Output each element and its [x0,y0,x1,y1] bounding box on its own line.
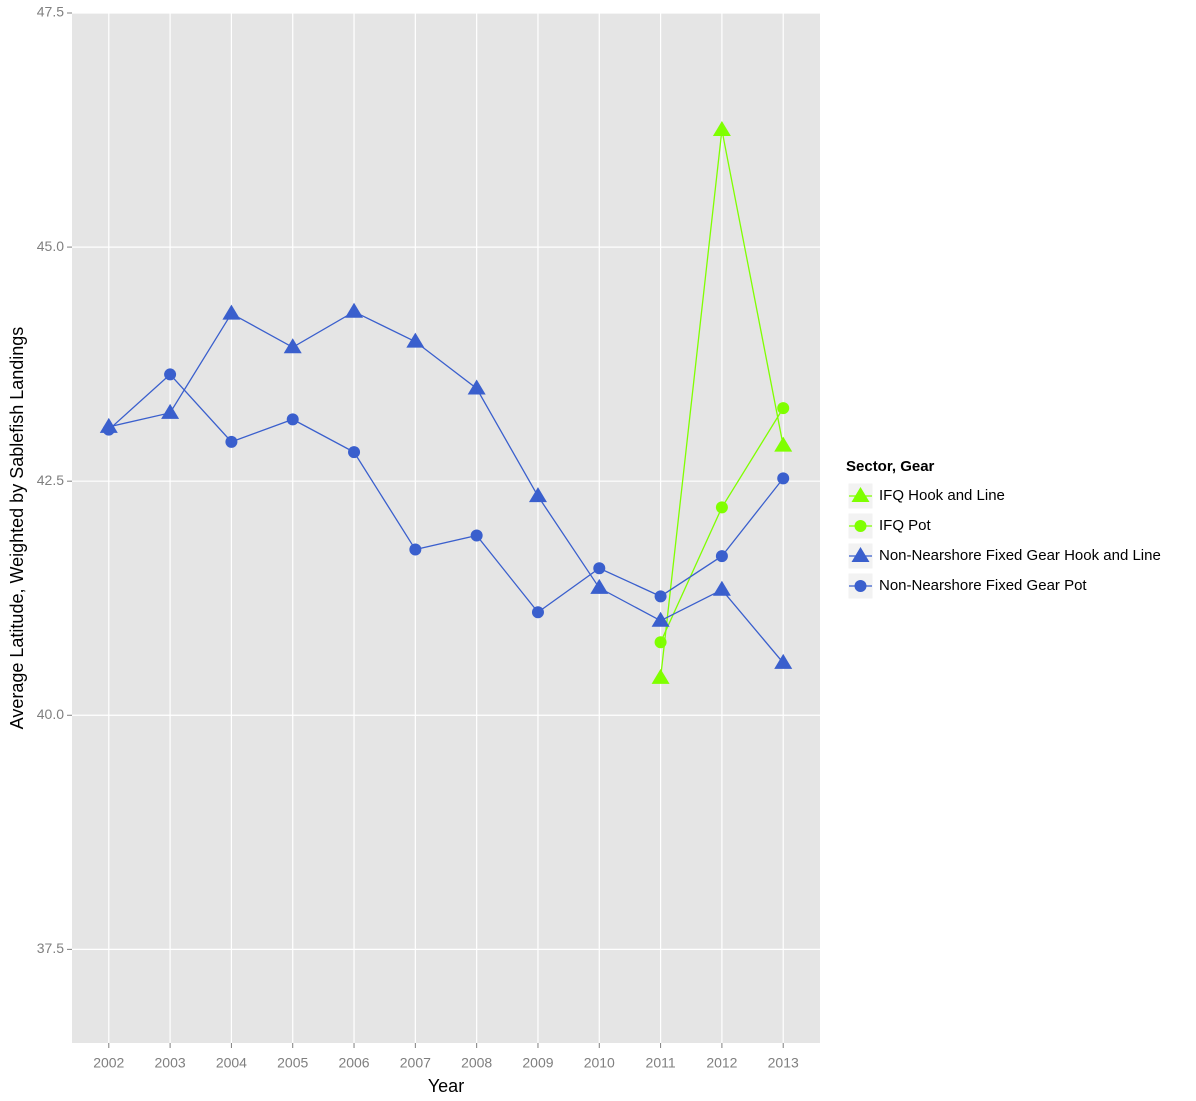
legend-label: IFQ Pot [879,517,932,534]
x-tick-label: 2009 [522,1055,553,1071]
data-point [286,413,299,426]
data-point [774,653,793,669]
y-tick-label: 40.0 [37,706,64,722]
data-point [651,611,670,627]
data-point [777,402,790,415]
x-tick-label: 2010 [584,1055,615,1071]
data-point [712,121,731,137]
x-tick-label: 2011 [646,1055,676,1071]
x-tick-label: 2012 [706,1055,737,1071]
data-point [406,332,425,348]
x-tick-label: 2004 [216,1055,247,1071]
x-tick-label: 2006 [338,1055,369,1071]
data-point [470,529,483,542]
legend-label: IFQ Hook and Line [879,487,1005,504]
plot-panel [72,13,820,1043]
x-tick-label: 2003 [155,1055,186,1071]
data-point [654,636,667,649]
data-point [531,606,544,619]
data-point [651,668,670,684]
series-line [108,373,784,614]
x-tick-label: 2005 [277,1055,308,1071]
x-tick-label: 2013 [768,1055,799,1071]
legend-label: Non-Nearshore Fixed Gear Pot [879,577,1087,594]
data-point [164,368,177,381]
data-point [225,435,238,448]
data-point [777,472,790,485]
y-tick-label: 37.5 [37,940,64,956]
y-tick-label: 42.5 [37,472,64,488]
legend-marker [854,520,867,532]
data-point [715,501,728,514]
data-point [712,580,731,596]
x-axis-title: Year [428,1076,464,1096]
legend-marker [851,487,870,502]
data-point [283,338,302,354]
series-line [108,310,784,664]
data-point [774,436,793,452]
data-point [348,446,361,459]
data-point [409,543,422,556]
data-point [654,590,667,603]
data-point [593,562,606,575]
data-point [467,379,486,395]
legend-marker [851,547,870,562]
data-point [102,423,115,436]
x-tick-label: 2002 [93,1055,124,1071]
legend-marker [854,580,867,592]
data-point [345,302,364,318]
y-tick-label: 47.5 [37,4,64,20]
legend-label: Non-Nearshore Fixed Gear Hook and Line [879,547,1161,564]
y-axis-title: Average Latitude, Weighted by Sablefish … [7,327,27,730]
legend-title: Sector, Gear [846,458,935,475]
data-point [590,578,609,594]
data-point [528,487,547,503]
x-tick-label: 2008 [461,1055,492,1071]
data-point [161,403,180,419]
data-point [715,550,728,563]
x-tick-label: 2007 [400,1055,431,1071]
y-tick-label: 45.0 [37,238,64,254]
data-point [222,304,241,320]
